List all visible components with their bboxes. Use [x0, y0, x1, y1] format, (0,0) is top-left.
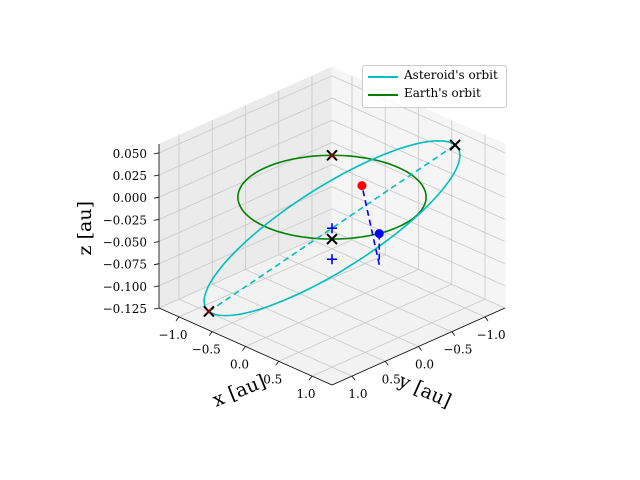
y-tick — [418, 346, 422, 351]
z-tick-label: 0.000 — [113, 191, 147, 205]
x-tick-label: 0.5 — [263, 372, 282, 386]
legend-item-asteroid: Asteroid's orbit — [363, 68, 506, 86]
marker-x-inner-b-6 — [329, 152, 335, 159]
y-tick-label: 1.0 — [348, 387, 367, 401]
grid-line-z — [158, 186, 506, 265]
z-tick — [153, 263, 160, 266]
marker-circle-0 — [374, 229, 384, 239]
legend-label-earth: Earth's orbit — [404, 86, 481, 100]
marker-circle-1 — [357, 181, 367, 191]
y-tick — [451, 331, 456, 336]
z-tick — [153, 285, 160, 288]
grid-line-z — [158, 208, 506, 287]
x-tick — [242, 346, 246, 351]
z-tick — [153, 307, 160, 310]
z-tick — [153, 241, 160, 243]
y-tick-label: −0.5 — [443, 343, 472, 357]
grid-line-z — [158, 119, 506, 198]
legend-swatch-earth — [368, 94, 398, 96]
z-tick-label: −0.050 — [103, 236, 147, 250]
tick-group: −1.0 −0.5 0.0 0.5 1.0 −1.0 −0.5 0.0 0.5 1.0 −0.125… — [103, 147, 506, 401]
grid-line-z — [158, 141, 506, 220]
y-tick — [384, 361, 389, 366]
y-axis-label: y [au] — [394, 369, 454, 412]
legend-item-earth: Earth's orbit — [363, 86, 506, 104]
legend: Asteroid's orbit Earth's orbit — [362, 65, 507, 108]
y-tick — [351, 375, 356, 381]
z-tick — [153, 152, 160, 155]
x-tick-label: −0.5 — [192, 343, 221, 357]
legend-swatch-asteroid — [368, 76, 398, 78]
grid-line-z — [158, 97, 506, 176]
y-tick-label: 0.0 — [415, 358, 434, 372]
x-tick-label: 0.0 — [230, 358, 249, 372]
z-tick — [153, 174, 160, 177]
dashed-line-2 — [361, 185, 381, 265]
legend-label-asteroid: Asteroid's orbit — [404, 68, 498, 82]
grid-line-z — [158, 164, 506, 242]
z-tick-label: −0.025 — [103, 213, 147, 227]
marker-x-b-5 — [326, 233, 338, 245]
plot-area — [203, 139, 461, 318]
x-axis-label: x [au] — [210, 370, 269, 411]
x-tick — [208, 331, 213, 336]
x-tick — [175, 316, 180, 322]
grid-line-z — [158, 75, 506, 154]
z-tick — [153, 196, 160, 199]
x-tick-label: 1.0 — [296, 387, 315, 401]
z-tick-label: −0.100 — [103, 280, 147, 294]
x-tick — [275, 361, 280, 366]
marker-x-inner-b-7 — [205, 308, 212, 315]
earth-orbit-line — [237, 154, 427, 240]
z-tick — [153, 218, 160, 221]
z-tick-label: 0.025 — [113, 169, 147, 183]
marker-x-b-4 — [449, 139, 461, 151]
x-tick-label: −1.0 — [158, 328, 187, 342]
y-tick-label: 0.5 — [382, 372, 401, 386]
z-axis-label: z [au] — [74, 201, 96, 255]
x-tick — [308, 375, 313, 381]
z-tick-label: 0.050 — [113, 147, 147, 161]
y-tick-label: −1.0 — [476, 328, 505, 342]
z-tick-label: −0.125 — [103, 302, 147, 316]
z-tick-label: −0.075 — [103, 258, 147, 272]
y-tick — [484, 316, 489, 322]
